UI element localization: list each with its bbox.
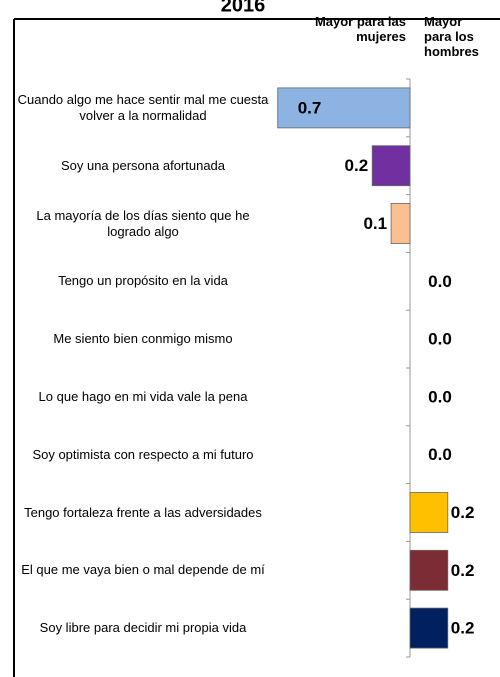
category-label: Me siento bien conmigo mismo xyxy=(53,331,233,347)
category-label: La mayoría de los días siento que he log… xyxy=(36,207,250,239)
value-label: 0.2 xyxy=(451,561,475,580)
value-label: 0.0 xyxy=(428,387,452,406)
value-label: 0.0 xyxy=(428,272,452,291)
left-header: Mayor para las mujeres xyxy=(314,14,406,44)
bar xyxy=(409,492,449,533)
bar xyxy=(277,87,411,129)
bar xyxy=(409,607,449,649)
value-label: 0.1 xyxy=(363,214,387,233)
category-label: Lo que hago en mi vida vale la pena xyxy=(38,388,248,404)
value-label: 0.2 xyxy=(345,156,369,175)
right-header: Mayor para los hombres xyxy=(424,14,479,59)
value-label: 0.0 xyxy=(428,445,452,464)
bar xyxy=(390,203,411,244)
category-label: Soy libre para decidir mi propia vida xyxy=(39,620,247,636)
bar xyxy=(371,145,411,187)
category-label: Soy una persona afortunada xyxy=(60,157,226,173)
category-label: Tengo un propósito en la vida xyxy=(58,273,228,289)
value-label: 0.7 xyxy=(298,98,322,117)
value-label: 0.2 xyxy=(451,619,475,638)
category-label: El que me vaya bien o mal depende de mí xyxy=(21,562,265,578)
category-label: Tengo fortaleza frente a las adversidade… xyxy=(24,504,262,520)
value-label: 0.0 xyxy=(428,330,452,349)
category-label: Cuando algo me hace sentir mal me cuesta… xyxy=(17,91,269,123)
value-label: 0.2 xyxy=(451,503,475,522)
category-label: Soy optimista con respecto a mi futuro xyxy=(32,446,254,462)
chart-title: 2016 xyxy=(221,0,266,16)
bar xyxy=(409,549,449,591)
